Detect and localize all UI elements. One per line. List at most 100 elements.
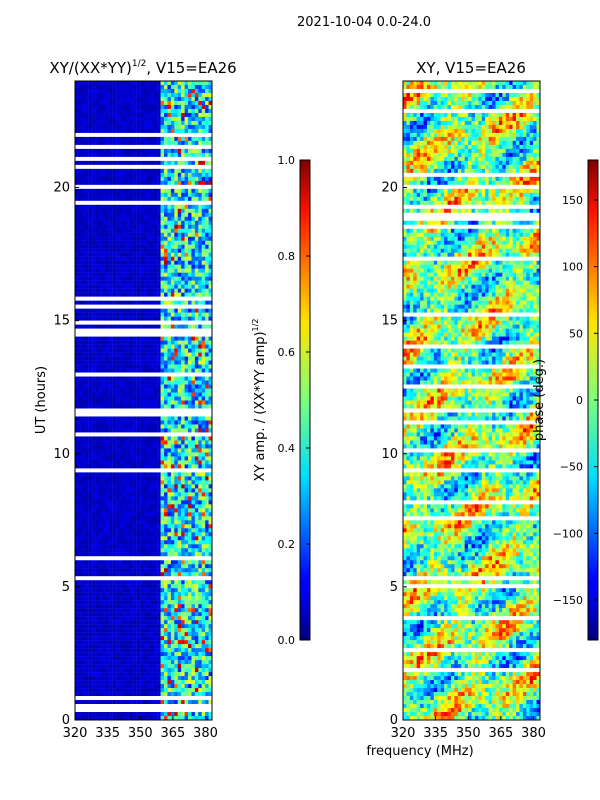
heat-cell: [75, 368, 79, 373]
heat-cell: [143, 392, 148, 397]
heat-cell: [205, 448, 209, 453]
heat-cell: [81, 128, 86, 134]
heat-cell: [85, 356, 89, 361]
heat-cell: [122, 336, 127, 341]
heat-cell: [112, 396, 117, 401]
heat-cell: [88, 516, 93, 521]
heat-cell: [140, 572, 144, 577]
heat-cell: [167, 524, 172, 529]
heat-cell: [98, 604, 103, 609]
heat-cell: [92, 396, 96, 401]
heat-cell: [92, 112, 96, 118]
heat-cell: [208, 440, 213, 445]
heat-cell: [184, 188, 189, 194]
heat-cell: [181, 272, 185, 277]
heat-cell: [174, 608, 178, 613]
heat-cell: [177, 520, 182, 525]
heat-cell: [146, 104, 151, 110]
heat-cell: [167, 140, 172, 146]
heat-cell: [88, 256, 93, 261]
heat-cell: [85, 644, 89, 649]
heat-cell: [105, 444, 110, 449]
heat-cell: [198, 152, 202, 158]
heat-cell: [98, 220, 103, 225]
heat-cell: [150, 300, 154, 305]
heat-cell: [81, 280, 86, 285]
heat-cell: [116, 492, 120, 497]
heat-cell: [129, 508, 134, 513]
heat-cell: [198, 108, 202, 114]
heat-cell: [208, 536, 213, 541]
heat-cell: [88, 124, 93, 130]
heat-cell: [184, 624, 189, 629]
heat-cell: [164, 580, 168, 585]
heat-cell: [81, 516, 86, 521]
heat-cell: [208, 152, 213, 158]
heat-cell: [184, 336, 189, 341]
heat-cell: [116, 244, 120, 249]
heat-cell: [177, 368, 182, 373]
heat-cell: [116, 552, 120, 557]
heat-cell: [140, 88, 144, 94]
heat-cell: [122, 272, 127, 277]
heat-cell: [102, 244, 107, 249]
heat-cell: [75, 104, 79, 110]
heat-cell: [205, 244, 209, 249]
heat-cell: [184, 616, 189, 621]
heat-cell: [153, 528, 158, 533]
heat-cell: [157, 180, 161, 186]
heat-cell: [92, 600, 96, 605]
heat-cell: [191, 176, 196, 182]
heat-cell: [164, 300, 168, 305]
heat-cell: [198, 208, 202, 213]
heat-cell: [160, 300, 165, 305]
heat-cell: [177, 604, 182, 609]
heat-cell: [170, 504, 175, 509]
heat-cell: [126, 612, 130, 617]
heat-cell: [208, 96, 213, 102]
heat-cell: [133, 88, 137, 94]
heat-cell: [174, 324, 178, 329]
heat-cell: [150, 564, 154, 569]
heat-cell: [85, 648, 89, 653]
heat-cell: [194, 636, 199, 641]
heat-cell: [102, 520, 107, 525]
heat-cell: [119, 136, 124, 142]
heat-cell: [140, 300, 144, 305]
heat-cell: [75, 628, 79, 633]
heat-cell: [85, 360, 89, 365]
heat-cell: [170, 104, 175, 110]
heat-cell: [188, 612, 192, 617]
heat-cell: [181, 604, 185, 609]
heat-cell: [95, 356, 100, 361]
heat-cell: [146, 456, 151, 461]
heat-cell: [136, 148, 141, 154]
heat-cell: [160, 308, 165, 313]
heat-cell: [122, 564, 127, 569]
heat-cell: [153, 644, 158, 649]
heat-cell: [201, 464, 206, 469]
heat-cell: [150, 172, 154, 178]
heat-cell: [78, 600, 83, 605]
heat-cell: [92, 276, 96, 281]
heat-cell: [188, 540, 192, 545]
heat-cell: [191, 516, 196, 521]
heat-cell: [126, 196, 130, 202]
heat-cell: [140, 452, 144, 457]
heat-cell: [129, 588, 134, 593]
heat-cell: [160, 508, 165, 513]
heat-cell: [170, 460, 175, 465]
heat-cell: [98, 460, 103, 465]
heat-cell: [75, 492, 79, 497]
heat-cell: [136, 384, 141, 389]
heat-cell: [122, 260, 127, 265]
heat-cell: [167, 604, 172, 609]
heat-cell: [129, 220, 134, 225]
heat-cell: [116, 348, 120, 353]
heat-cell: [126, 288, 130, 293]
heat-cell: [157, 400, 161, 405]
heat-cell: [153, 176, 158, 182]
heat-cell: [119, 456, 124, 461]
heat-cell: [105, 400, 110, 405]
heat-cell: [205, 108, 209, 114]
